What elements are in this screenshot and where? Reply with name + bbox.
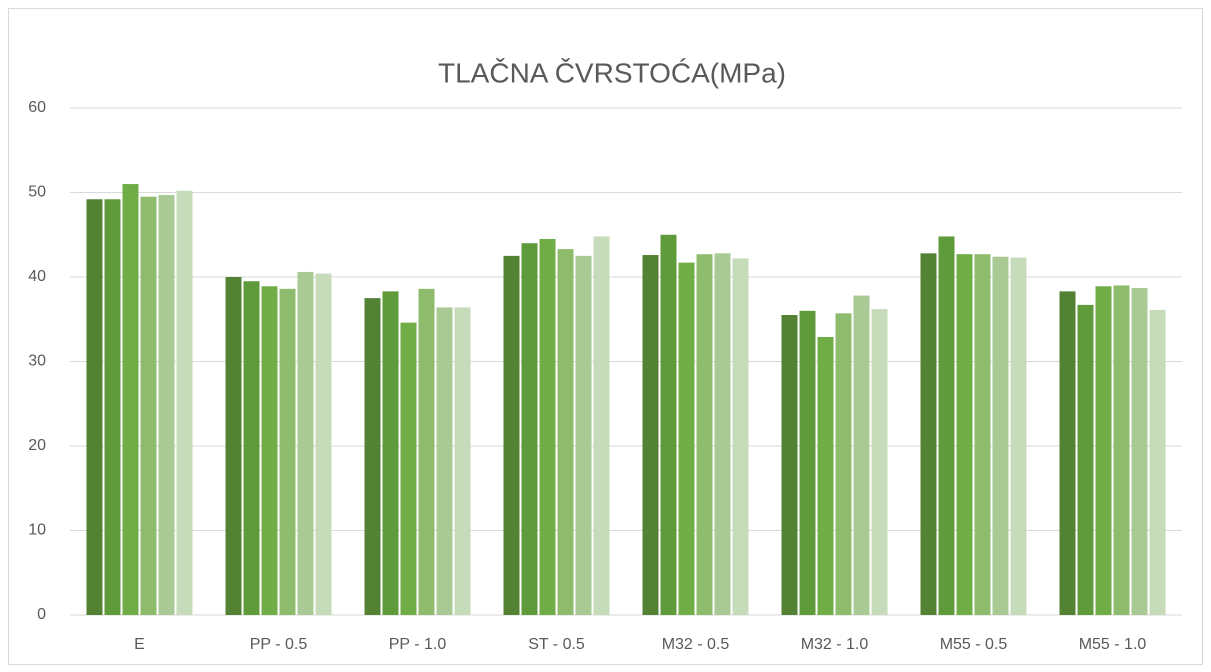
y-tick-label: 10: [28, 522, 46, 539]
bar: [521, 243, 538, 615]
bar: [86, 199, 103, 615]
bar: [1113, 285, 1130, 615]
bar: [1095, 286, 1112, 615]
bar: [122, 184, 139, 616]
bar: [539, 238, 556, 615]
bar: [261, 286, 278, 615]
bar: [920, 253, 937, 615]
bar: [503, 255, 520, 615]
y-tick-label: 60: [28, 99, 46, 116]
bar: [140, 196, 157, 615]
y-tick-label: 40: [28, 268, 46, 285]
bar: [992, 256, 1009, 615]
bar: [158, 195, 175, 615]
bar: [1131, 287, 1148, 615]
bar: [1077, 304, 1094, 615]
bar: [176, 190, 193, 615]
chart-title: TLAČNA ČVRSTOĆA(MPa): [438, 57, 786, 88]
bar: [974, 254, 991, 615]
bar: [575, 255, 592, 615]
bar: [382, 291, 399, 615]
x-tick-label: M32 - 0.5: [662, 636, 730, 653]
bar: [714, 253, 731, 615]
bar: [364, 298, 381, 615]
y-tick-label: 20: [28, 437, 46, 454]
y-tick-label: 30: [28, 353, 46, 370]
x-tick-label: PP - 1.0: [389, 636, 447, 653]
bar: [1010, 257, 1027, 615]
x-tick-label: M55 - 1.0: [1079, 636, 1147, 653]
x-tick-label: M55 - 0.5: [940, 636, 1008, 653]
bar: [1059, 291, 1076, 615]
bar: [732, 258, 749, 615]
bar: [871, 309, 888, 615]
bar: [696, 254, 713, 615]
bar: [660, 234, 677, 615]
bar: [799, 310, 816, 615]
bar: [678, 262, 695, 615]
bar: [817, 336, 834, 615]
bar: [642, 255, 659, 615]
bar: [956, 254, 973, 615]
bar: [853, 295, 870, 615]
bar: [400, 322, 417, 615]
bar: [243, 281, 260, 615]
bar: [1149, 309, 1166, 615]
bar: [835, 313, 852, 615]
y-tick-label: 50: [28, 184, 46, 201]
bar: [297, 271, 314, 615]
x-tick-label: ST - 0.5: [528, 636, 585, 653]
bar: [436, 307, 453, 615]
bar: [418, 288, 435, 615]
bar: [938, 236, 955, 615]
bar: [557, 249, 574, 616]
bar: [454, 307, 471, 615]
bar: [104, 199, 121, 615]
bar: [593, 236, 610, 615]
bar: [225, 277, 242, 615]
bar: [279, 288, 296, 615]
x-tick-label: M32 - 1.0: [801, 636, 869, 653]
y-tick-label: 0: [37, 606, 46, 623]
x-tick-label: PP - 0.5: [250, 636, 308, 653]
bar: [781, 315, 798, 615]
x-tick-label: E: [134, 636, 145, 653]
bar: [315, 273, 332, 615]
